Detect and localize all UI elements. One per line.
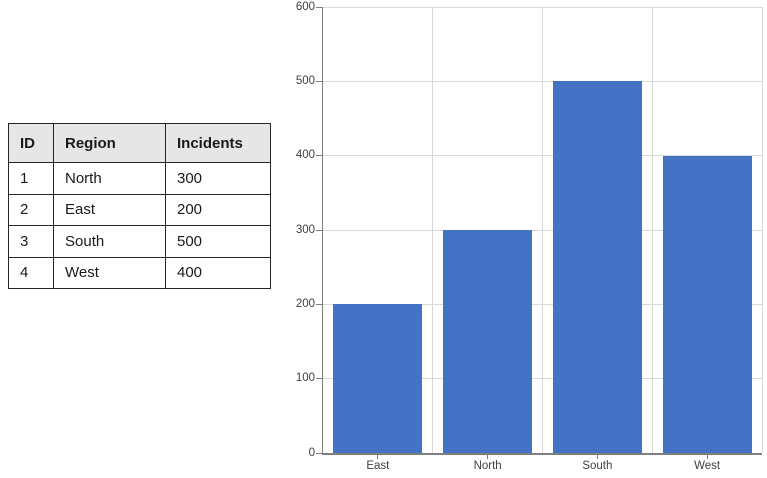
x-gridline: [542, 7, 543, 453]
table-row: 1 North 300: [8, 162, 271, 195]
cell-incidents: 500: [165, 225, 271, 258]
y-axis-tick-label: 200: [295, 297, 315, 310]
cell-region: West: [53, 256, 166, 289]
bar-chart: 0 100 200 300 400 500 600 East North South West: [296, 1, 763, 472]
table-row: 2 East 200: [8, 193, 271, 226]
y-axis-tick-label: 400: [295, 149, 315, 162]
x-axis-tick-label: South: [582, 460, 613, 472]
y-axis-tick-label: 500: [295, 74, 315, 87]
x-axis-tick-label: East: [366, 460, 390, 472]
x-axis-tick: [706, 454, 708, 459]
bar-north: [443, 230, 533, 453]
cell-id: 2: [8, 193, 54, 226]
y-axis-tick: [316, 80, 322, 82]
y-axis-tick-label: 0: [308, 446, 315, 459]
cell-region: North: [53, 162, 166, 195]
x-axis-tick-label: North: [473, 460, 502, 472]
x-axis-tick: [596, 454, 598, 459]
cell-region: South: [53, 225, 166, 258]
header-cell-incidents: Incidents: [165, 123, 271, 163]
table-body: 1 North 300 2 East 200 3 South 500 4 Wes…: [8, 162, 271, 289]
y-axis-tick-label: 300: [295, 223, 315, 236]
x-gridline: [651, 7, 653, 453]
header-cell-region: Region: [53, 123, 166, 163]
y-axis-tick: [316, 155, 322, 157]
y-axis-tick: [316, 378, 322, 380]
y-axis-tick-label: 600: [295, 0, 315, 13]
table-header: ID Region Incidents: [8, 123, 271, 163]
y-axis-tick: [316, 6, 322, 8]
x-axis-tick: [377, 454, 379, 459]
x-gridline: [761, 7, 763, 453]
table-row: 3 South 500: [8, 225, 271, 258]
y-axis-tick: [316, 303, 322, 305]
y-axis-tick: [316, 229, 322, 231]
cell-incidents: 200: [165, 193, 271, 226]
x-axis-tick-label: West: [694, 460, 721, 472]
table-row: 4 West 400: [8, 256, 271, 289]
cell-region: East: [53, 193, 166, 226]
cell-id: 3: [8, 225, 54, 258]
x-axis-line: [321, 453, 762, 455]
y-axis-line: [321, 7, 323, 455]
bar-south: [552, 81, 642, 453]
header-cell-id: ID: [8, 123, 54, 163]
cell-id: 4: [8, 256, 54, 289]
cell-incidents: 300: [165, 162, 271, 195]
bar-east: [333, 304, 423, 453]
y-axis-tick-label: 100: [295, 372, 315, 385]
x-gridline: [432, 7, 434, 453]
incidents-table: ID Region Incidents 1 North 300 2 East 2…: [8, 123, 271, 289]
cell-incidents: 400: [165, 256, 271, 289]
x-axis-tick: [487, 454, 489, 459]
table-header-row: ID Region Incidents: [8, 123, 271, 163]
bar-west: [662, 155, 752, 453]
cell-id: 1: [8, 162, 54, 195]
y-axis-tick: [316, 452, 322, 454]
